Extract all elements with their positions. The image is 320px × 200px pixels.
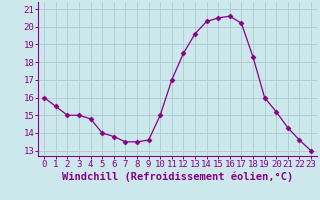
X-axis label: Windchill (Refroidissement éolien,°C): Windchill (Refroidissement éolien,°C) <box>62 172 293 182</box>
